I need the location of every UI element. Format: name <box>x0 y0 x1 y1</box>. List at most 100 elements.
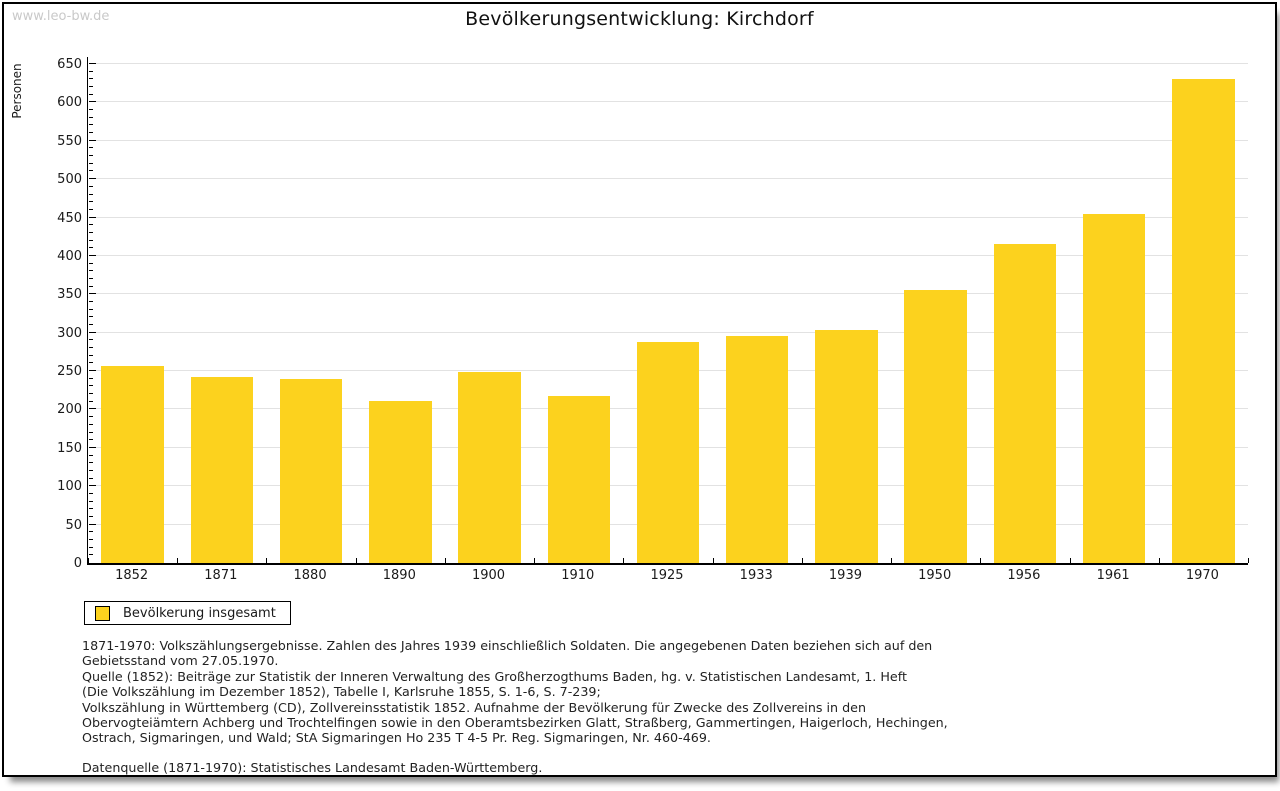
y-minor-tick-470 <box>89 201 93 203</box>
y-minor-tick-640 <box>89 70 93 72</box>
y-minor-tick-160 <box>89 439 93 441</box>
y-tick-label-500: 500 <box>57 172 82 188</box>
y-minor-tick-70 <box>89 508 93 510</box>
y-minor-tick-80 <box>89 500 93 502</box>
y-major-tick-350 <box>89 293 96 295</box>
y-minor-tick-110 <box>89 477 93 479</box>
y-minor-tick-240 <box>89 377 93 379</box>
x-boundary-tick <box>713 558 714 563</box>
bar-1900 <box>458 371 521 563</box>
footnote-line: Gebietsstand vom 27.05.1970. <box>82 653 279 669</box>
y-minor-tick-280 <box>89 347 93 349</box>
bar-1956 <box>993 243 1057 563</box>
y-minor-tick-490 <box>89 185 93 187</box>
x-boundary-tick <box>1159 558 1160 563</box>
x-boundary-tick <box>623 558 624 563</box>
y-major-tick-150 <box>89 446 96 448</box>
gridline-600 <box>89 101 1248 103</box>
footnote-sources: 1871-1970: Volkszählungsergebnisse. Zahl… <box>82 638 1232 746</box>
y-tick-label-300: 300 <box>57 325 82 341</box>
y-major-tick-250 <box>89 370 96 372</box>
y-minor-tick-310 <box>89 324 93 326</box>
y-minor-tick-440 <box>89 224 93 226</box>
x-boundary-tick <box>1070 558 1071 563</box>
footnote-datasource: Datenquelle (1871-1970): Statistisches L… <box>82 759 543 775</box>
y-minor-tick-180 <box>89 423 93 425</box>
y-minor-tick-540 <box>89 147 93 149</box>
y-tick-label-550: 550 <box>57 133 82 149</box>
x-boundary-tick <box>980 558 981 563</box>
y-minor-tick-90 <box>89 492 93 494</box>
y-minor-tick-60 <box>89 515 93 517</box>
x-tick-label-1933: 1933 <box>739 568 773 583</box>
chart-title: Bevölkerungsentwicklung: Kirchdorf <box>465 8 814 30</box>
footnote-line: (Die Volkszählung im Dezember 1852), Tab… <box>82 684 601 700</box>
x-boundary-tick <box>266 558 267 563</box>
x-boundary-tick <box>534 558 535 563</box>
y-minor-tick-130 <box>89 462 93 464</box>
x-boundary-tick <box>802 558 803 563</box>
y-minor-tick-560 <box>89 132 93 134</box>
y-minor-tick-630 <box>89 78 93 80</box>
y-minor-tick-410 <box>89 247 93 249</box>
footnote-line: 1871-1970: Volkszählungsergebnisse. Zahl… <box>82 638 933 653</box>
y-minor-tick-20 <box>89 546 93 548</box>
footnote-line: Quelle (1852): Beiträge zur Statistik de… <box>82 668 907 684</box>
y-tick-label-350: 350 <box>57 287 82 303</box>
y-minor-tick-580 <box>89 116 93 118</box>
y-major-tick-600 <box>89 101 96 103</box>
y-major-tick-450 <box>89 216 96 218</box>
y-minor-tick-360 <box>89 285 93 287</box>
y-minor-tick-430 <box>89 231 93 233</box>
y-major-tick-650 <box>89 63 96 64</box>
y-minor-tick-140 <box>89 454 93 456</box>
y-minor-tick-10 <box>89 554 93 556</box>
y-minor-tick-340 <box>89 301 93 302</box>
y-minor-tick-230 <box>89 385 93 387</box>
x-tick-label-1925: 1925 <box>650 568 684 583</box>
y-major-tick-100 <box>89 485 96 487</box>
y-minor-tick-210 <box>89 400 93 402</box>
gridline-450 <box>89 216 1248 218</box>
y-minor-tick-520 <box>89 162 93 164</box>
y-tick-label-0: 0 <box>73 556 82 571</box>
y-minor-tick-590 <box>89 109 93 111</box>
gridline-500 <box>89 178 1248 180</box>
y-tick-label-50: 50 <box>65 517 82 533</box>
y-minor-tick-610 <box>89 93 93 95</box>
y-minor-tick-510 <box>89 170 93 172</box>
y-minor-tick-40 <box>89 531 93 533</box>
y-minor-tick-620 <box>89 86 93 88</box>
y-minor-tick-320 <box>89 316 93 318</box>
y-minor-tick-390 <box>89 262 93 264</box>
y-tick-label-250: 250 <box>57 364 82 380</box>
footnote-line: Volkszählung in Württemberg (CD), Zollve… <box>82 699 867 715</box>
y-major-tick-50 <box>89 523 96 525</box>
bar-1880 <box>279 378 343 563</box>
y-minor-tick-480 <box>89 193 93 195</box>
gridline-550 <box>89 139 1248 141</box>
x-tick-label-1970: 1970 <box>1185 568 1219 583</box>
y-minor-tick-330 <box>89 308 93 310</box>
x-tick-label-1961: 1961 <box>1096 568 1130 583</box>
gridline-400 <box>89 254 1248 256</box>
y-minor-tick-420 <box>89 239 93 241</box>
bar-1925 <box>636 341 700 563</box>
y-major-tick-300 <box>89 331 96 333</box>
y-minor-tick-190 <box>89 416 93 418</box>
y-major-tick-400 <box>89 254 96 256</box>
x-boundary-tick <box>177 558 178 563</box>
y-tick-label-650: 650 <box>57 57 82 72</box>
y-minor-tick-270 <box>89 354 93 356</box>
x-tick-label-1956: 1956 <box>1007 568 1041 583</box>
y-axis-title: Personen <box>10 63 24 119</box>
x-axis-labels: 1852 1871 1880 1890 1900 1910 1925 1933 1939 1950… <box>87 568 1247 586</box>
x-boundary-tick <box>891 558 892 563</box>
x-tick-label-1910: 1910 <box>561 568 595 583</box>
footnote-line: Obervogteiämtern Achberg und Trochtelfin… <box>82 715 948 731</box>
x-tick-label-1890: 1890 <box>382 568 416 583</box>
y-minor-tick-120 <box>89 469 93 471</box>
y-tick-label-400: 400 <box>57 248 82 264</box>
legend-box: Bevölkerung insgesamt <box>84 601 291 625</box>
y-minor-tick-220 <box>89 393 93 395</box>
